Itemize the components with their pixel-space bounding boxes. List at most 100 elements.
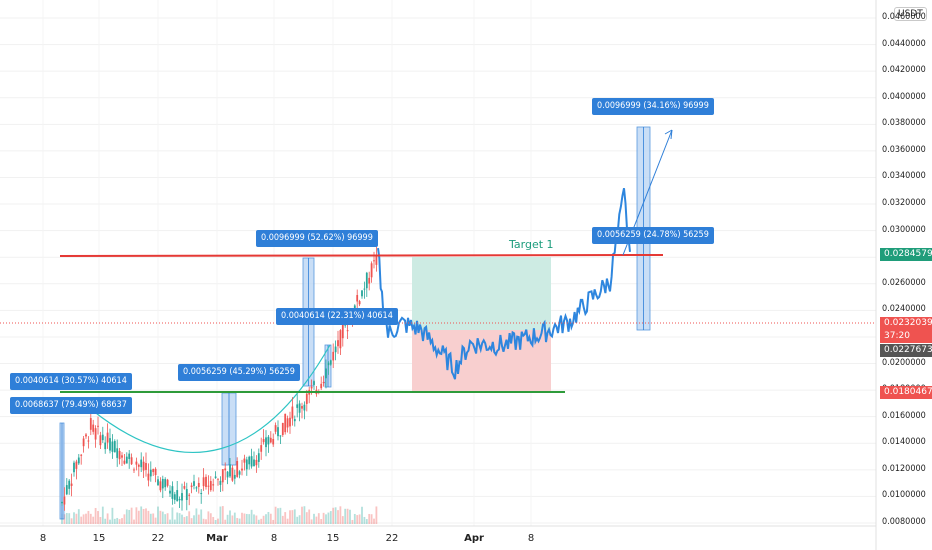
volume-bar bbox=[125, 509, 128, 524]
candle-body bbox=[365, 272, 368, 289]
candle-body bbox=[80, 454, 83, 456]
volume-bar bbox=[212, 516, 215, 524]
candle-body bbox=[241, 468, 243, 471]
measure-label-2[interactable]: 0.0040614 (30.57%) 40614 bbox=[10, 373, 132, 390]
y-tick-label: 0.0340000 bbox=[882, 171, 926, 182]
volume-bar bbox=[185, 516, 188, 524]
candle-body bbox=[109, 438, 111, 451]
candle-body bbox=[159, 481, 162, 491]
candle-body bbox=[123, 460, 126, 464]
volume-bar bbox=[257, 519, 260, 524]
candle-body bbox=[63, 496, 66, 505]
resistance-line bbox=[59, 254, 664, 257]
candle-body bbox=[169, 490, 171, 494]
volume-bar bbox=[181, 514, 183, 524]
volume-bar bbox=[104, 518, 107, 524]
candle-body bbox=[104, 442, 107, 450]
volume-bar bbox=[267, 511, 270, 524]
volume-bar bbox=[308, 509, 311, 524]
volume-bar bbox=[128, 509, 131, 524]
volume-bar bbox=[301, 506, 303, 524]
candle-body bbox=[250, 456, 253, 467]
candle-body bbox=[73, 462, 75, 473]
candle-body bbox=[375, 256, 378, 265]
volume-bar bbox=[178, 513, 181, 524]
volume-bar bbox=[253, 514, 255, 524]
x-tick-label: 8 bbox=[270, 533, 278, 544]
volume-bar bbox=[224, 519, 227, 524]
candle-body bbox=[341, 324, 344, 339]
candle-body bbox=[152, 469, 155, 473]
volume-bar bbox=[291, 510, 294, 524]
candle-body bbox=[92, 424, 95, 432]
candle-body bbox=[265, 437, 267, 448]
volume-bar bbox=[373, 518, 375, 524]
volume-bar bbox=[305, 512, 308, 524]
volume-bar bbox=[164, 514, 167, 524]
candle-body bbox=[188, 494, 191, 496]
volume-bar bbox=[262, 515, 265, 524]
candle-body bbox=[238, 471, 241, 475]
candle-body bbox=[202, 477, 205, 487]
candle-body bbox=[274, 425, 277, 432]
volume-bar bbox=[272, 519, 275, 524]
candle-body bbox=[157, 479, 159, 486]
candle-body bbox=[200, 493, 203, 495]
candle-body bbox=[145, 463, 147, 470]
y-tick-label: 0.0320000 bbox=[882, 198, 926, 209]
candle-body bbox=[305, 393, 308, 404]
y-tick-label: 0.0380000 bbox=[882, 118, 926, 129]
volume-bar bbox=[243, 513, 246, 524]
candle-body bbox=[289, 417, 291, 427]
volume-bar bbox=[265, 514, 267, 524]
volume-bar bbox=[274, 506, 277, 524]
volume-bar bbox=[245, 513, 248, 524]
measure-label-1[interactable]: 0.0068637 (79.49%) 68637 bbox=[10, 397, 132, 414]
volume-bar bbox=[121, 518, 123, 524]
volume-bar bbox=[255, 515, 258, 524]
candle-body bbox=[130, 457, 133, 465]
candle-body bbox=[370, 263, 373, 278]
volume-bar bbox=[313, 513, 315, 524]
volume-bar bbox=[231, 515, 234, 524]
volume-bar bbox=[68, 513, 71, 524]
candle-body bbox=[346, 330, 349, 332]
volume-bar bbox=[296, 516, 299, 524]
volume-bar bbox=[77, 509, 80, 524]
candle-body bbox=[301, 406, 303, 409]
measure-label-3[interactable]: 0.0056259 (45.29%) 56259 bbox=[178, 364, 300, 381]
volume-bar bbox=[159, 510, 162, 524]
volume-bar bbox=[116, 517, 119, 524]
candle-body bbox=[313, 381, 315, 385]
y-tick-label: 0.0300000 bbox=[882, 224, 926, 235]
volume-bar bbox=[85, 513, 87, 524]
candle-body bbox=[236, 461, 239, 477]
candle-body bbox=[147, 473, 150, 481]
candle-body bbox=[101, 434, 104, 441]
candle-body bbox=[219, 480, 222, 485]
candle-body bbox=[217, 478, 219, 480]
volume-bar bbox=[349, 509, 351, 524]
candle-body bbox=[245, 459, 248, 470]
volume-bar bbox=[109, 519, 111, 524]
measure-label-4[interactable]: 0.0040614 (22.31%) 40614 bbox=[276, 308, 398, 325]
volume-bar bbox=[375, 506, 378, 524]
currency-unit-label[interactable]: USDT bbox=[894, 7, 927, 21]
volume-bar bbox=[217, 518, 219, 524]
volume-bar bbox=[137, 510, 140, 524]
candle-body bbox=[65, 485, 68, 495]
candlesticks bbox=[61, 246, 378, 511]
measure-label-6[interactable]: 0.0056259 (24.78%) 56259 bbox=[592, 227, 714, 244]
measure-label-7[interactable]: 0.0096999 (34.16%) 96999 bbox=[592, 98, 714, 115]
candle-body bbox=[125, 456, 128, 464]
candle-body bbox=[356, 295, 359, 302]
y-tick-label: 0.0120000 bbox=[882, 463, 926, 474]
volume-bar bbox=[197, 514, 200, 524]
candle-body bbox=[205, 476, 207, 487]
volume-bar bbox=[250, 509, 253, 524]
volume-bar bbox=[154, 517, 157, 524]
candle-body bbox=[224, 468, 227, 471]
measure-label-5[interactable]: 0.0096999 (52.62%) 96999 bbox=[256, 230, 378, 247]
candle-body bbox=[243, 458, 246, 463]
